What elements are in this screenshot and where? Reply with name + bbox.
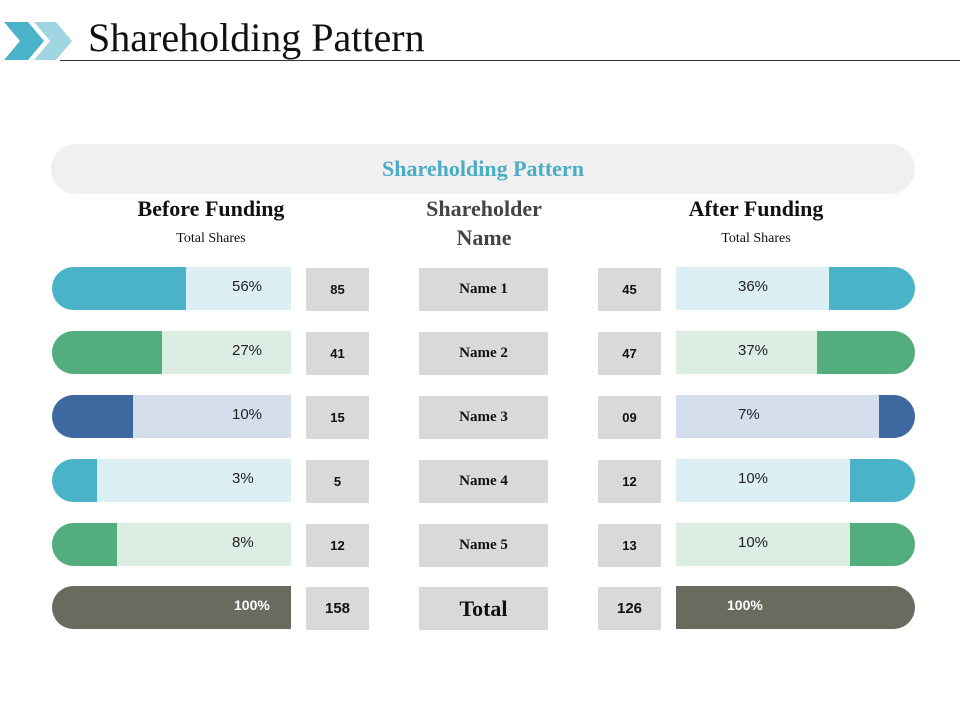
after-total-shares: 126 [598, 587, 661, 630]
before-bar-fill [52, 459, 98, 502]
after-shares-value: 09 [598, 396, 661, 439]
after-bar-fill [817, 331, 915, 374]
after-shares-value: 45 [598, 268, 661, 311]
before-bar: 3% [52, 459, 291, 502]
before-shares-value: 5 [306, 460, 369, 503]
after-percent: 10% [738, 470, 769, 487]
before-total-shares: 158 [306, 587, 369, 630]
after-bar-fill [879, 395, 915, 438]
before-bar-fill [52, 331, 162, 374]
after-percent: 10% [738, 534, 769, 551]
shareholder-name: Name 2 [419, 332, 548, 375]
before-bar-fill [52, 267, 186, 310]
shareholder-name-heading-line2: Name [456, 225, 512, 250]
before-total-shares-label: Total Shares [176, 231, 246, 246]
after-bar: 10% [676, 459, 915, 502]
before-funding-heading: Before Funding [137, 196, 285, 221]
after-bar: 37% [676, 331, 915, 374]
page-title: Shareholding Pattern [88, 15, 425, 60]
before-percent: 56% [232, 278, 263, 295]
before-bar: 56% [52, 267, 291, 310]
before-bar-fill [52, 523, 117, 566]
after-total-percent: 100% [727, 597, 763, 613]
after-percent: 36% [738, 278, 769, 295]
after-shares-value: 47 [598, 332, 661, 375]
shareholder-name: Name 4 [419, 460, 548, 503]
before-percent: 10% [232, 406, 263, 423]
before-shares-value: 15 [306, 396, 369, 439]
before-percent: 3% [232, 470, 254, 487]
banner-background [51, 144, 915, 194]
after-bar-fill [850, 459, 915, 502]
before-shares-value: 41 [306, 332, 369, 375]
banner-title: Shareholding Pattern [382, 156, 584, 181]
before-total-bar: 100% [52, 586, 291, 629]
chevron-arrow-icon [4, 22, 72, 60]
after-bar-fill [828, 267, 915, 310]
after-bar-fill [850, 523, 915, 566]
after-shares-value: 13 [598, 524, 661, 567]
before-shares-value: 85 [306, 268, 369, 311]
after-bar: 7% [676, 395, 915, 438]
shareholder-name: Name 3 [419, 396, 548, 439]
shareholder-name: Name 1 [419, 268, 548, 311]
after-percent: 7% [738, 406, 760, 423]
before-percent: 8% [232, 534, 254, 551]
after-bar: 10% [676, 523, 915, 566]
shareholder-name: Name 5 [419, 524, 548, 567]
before-total-percent: 100% [234, 597, 270, 613]
after-bar: 36% [676, 267, 915, 310]
before-bar: 27% [52, 331, 291, 374]
before-bar-fill [52, 395, 134, 438]
before-bar: 10% [52, 395, 291, 438]
before-percent: 27% [232, 342, 263, 359]
title-divider [60, 60, 960, 61]
before-bar: 8% [52, 523, 291, 566]
before-shares-value: 12 [306, 524, 369, 567]
after-funding-heading: After Funding [688, 196, 824, 221]
after-total-shares-label: Total Shares [721, 231, 791, 246]
after-shares-value: 12 [598, 460, 661, 503]
total-label: Total [419, 587, 548, 630]
shareholder-name-heading: Shareholder [426, 196, 542, 221]
after-percent: 37% [738, 342, 769, 359]
after-total-bar: 100% [676, 586, 915, 629]
